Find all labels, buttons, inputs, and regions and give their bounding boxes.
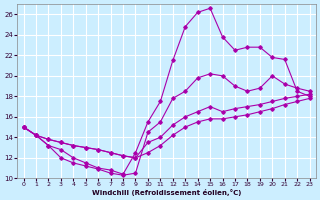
X-axis label: Windchill (Refroidissement éolien,°C): Windchill (Refroidissement éolien,°C) <box>92 189 241 196</box>
